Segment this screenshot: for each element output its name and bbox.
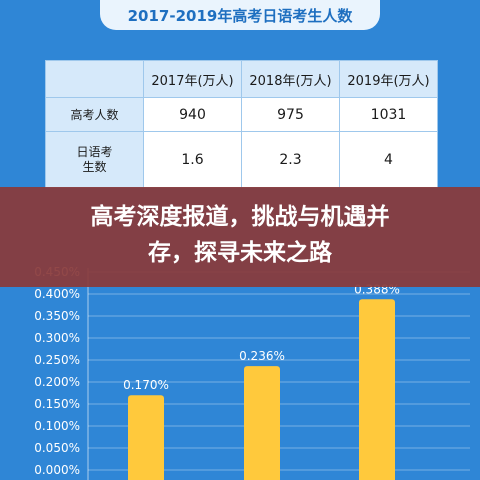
bar-value-label: 0.236% bbox=[239, 349, 285, 363]
bar bbox=[128, 395, 164, 480]
table-header-2019: 2019年(万人) bbox=[339, 59, 438, 99]
row-label-japanese-takers: 日语考生数 bbox=[45, 131, 144, 188]
table-row: 日语考生数 1.6 2.3 4 bbox=[45, 131, 438, 188]
headline-overlay bbox=[0, 187, 480, 287]
cell-value: 1031 bbox=[339, 97, 438, 133]
y-tick-label: 0.000% bbox=[34, 463, 80, 477]
data-table: 2017年(万人) 2018年(万人) 2019年(万人) 高考人数 940 9… bbox=[45, 59, 438, 188]
y-tick-label: 0.050% bbox=[34, 441, 80, 455]
y-tick-label: 0.400% bbox=[34, 287, 80, 301]
y-tick-label: 0.250% bbox=[34, 353, 80, 367]
row-label-japanese-takers-text: 日语考生数 bbox=[76, 144, 113, 174]
chart-title: 2017-2019年高考日语考生人数 bbox=[127, 6, 353, 25]
table-header-2018: 2018年(万人) bbox=[241, 59, 340, 99]
row-label-exam-takers: 高考人数 bbox=[45, 97, 144, 133]
cell-value: 1.6 bbox=[143, 131, 242, 188]
y-tick-label: 0.300% bbox=[34, 331, 80, 345]
y-tick-label: 0.350% bbox=[34, 309, 80, 323]
data-table-card: 2017年(万人) 2018年(万人) 2019年(万人) 高考人数 940 9… bbox=[45, 59, 438, 188]
bar bbox=[359, 299, 395, 480]
y-tick-label: 0.150% bbox=[34, 397, 80, 411]
cell-value: 940 bbox=[143, 97, 242, 133]
headline-line-1: 高考深度报道，挑战与机遇并 bbox=[90, 204, 390, 230]
cell-value: 2.3 bbox=[241, 131, 340, 188]
headline: 高考深度报道，挑战与机遇并 存，探寻未来之路 bbox=[20, 199, 460, 271]
table-header-row: 2017年(万人) 2018年(万人) 2019年(万人) bbox=[45, 59, 438, 99]
headline-line-2: 存，探寻未来之路 bbox=[148, 240, 332, 266]
table-header-2017: 2017年(万人) bbox=[143, 59, 242, 99]
bar-value-label: 0.170% bbox=[123, 378, 169, 392]
y-tick-label: 0.100% bbox=[34, 419, 80, 433]
cell-value: 975 bbox=[241, 97, 340, 133]
chart-title-banner: 2017-2019年高考日语考生人数 bbox=[100, 0, 380, 30]
y-tick-label: 0.200% bbox=[34, 375, 80, 389]
table-row: 高考人数 940 975 1031 bbox=[45, 97, 438, 133]
bar bbox=[244, 366, 280, 480]
cell-value: 4 bbox=[339, 131, 438, 188]
